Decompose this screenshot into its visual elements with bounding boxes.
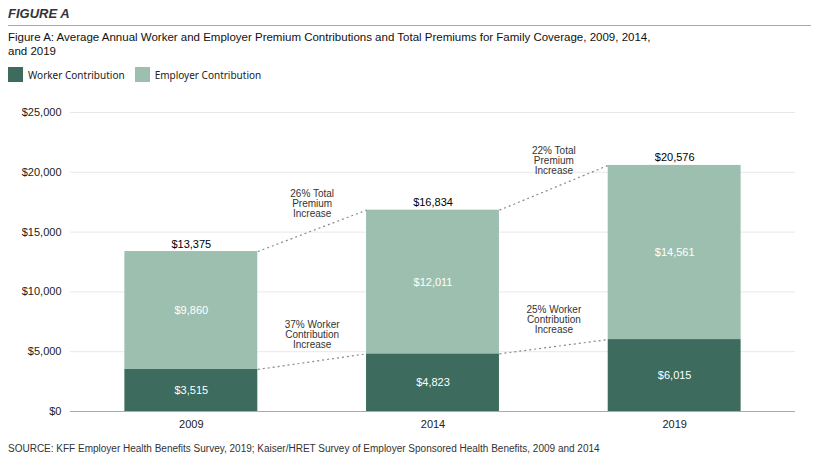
html-text:SOURCE: KFF Employer Health Be: SOURCE: KFF Employer Health Benefits Sur… [8,443,600,454]
svg-text:$9,860: $9,860 [175,304,209,316]
svg-text:$6,015: $6,015 [658,369,692,381]
html-text:FIGURE A: FIGURE A [8,6,70,21]
svg-text:$4,823: $4,823 [416,376,450,388]
svg-text:25% WorkerContributionIncrease: 25% WorkerContributionIncrease [526,304,582,335]
svg-text:2009: 2009 [179,418,203,430]
svg-text:$14,561: $14,561 [655,246,695,258]
svg-text:$16,834: $16,834 [413,196,453,208]
svg-text:22% TotalPremiumIncrease: 22% TotalPremiumIncrease [532,145,576,176]
svg-text:$20,000: $20,000 [22,166,62,178]
svg-text:$15,000: $15,000 [22,226,62,238]
svg-text:$13,375: $13,375 [171,238,211,250]
html-text:Worker Contribution: Worker Contribution [28,67,125,82]
svg-text:37% WorkerContributionIncrease: 37% WorkerContributionIncrease [285,319,341,350]
svg-text:$25,000: $25,000 [22,106,62,118]
svg-text:$5,000: $5,000 [28,345,62,357]
svg-text:$0: $0 [49,405,61,417]
svg-text:$3,515: $3,515 [175,384,209,396]
svg-text:2014: 2014 [421,418,445,430]
svg-text:$20,576: $20,576 [655,151,695,163]
svg-text:26% TotalPremiumIncrease: 26% TotalPremiumIncrease [290,188,334,219]
svg-text:$12,011: $12,011 [414,276,453,288]
svg-text:$10,000: $10,000 [22,285,62,297]
html-text:Employer Contribution: Employer Contribution [154,67,262,82]
html-text:Figure A: Average Annual Worke: Figure A: Average Annual Worker and Empl… [8,31,651,57]
svg-text:2019: 2019 [662,418,686,430]
